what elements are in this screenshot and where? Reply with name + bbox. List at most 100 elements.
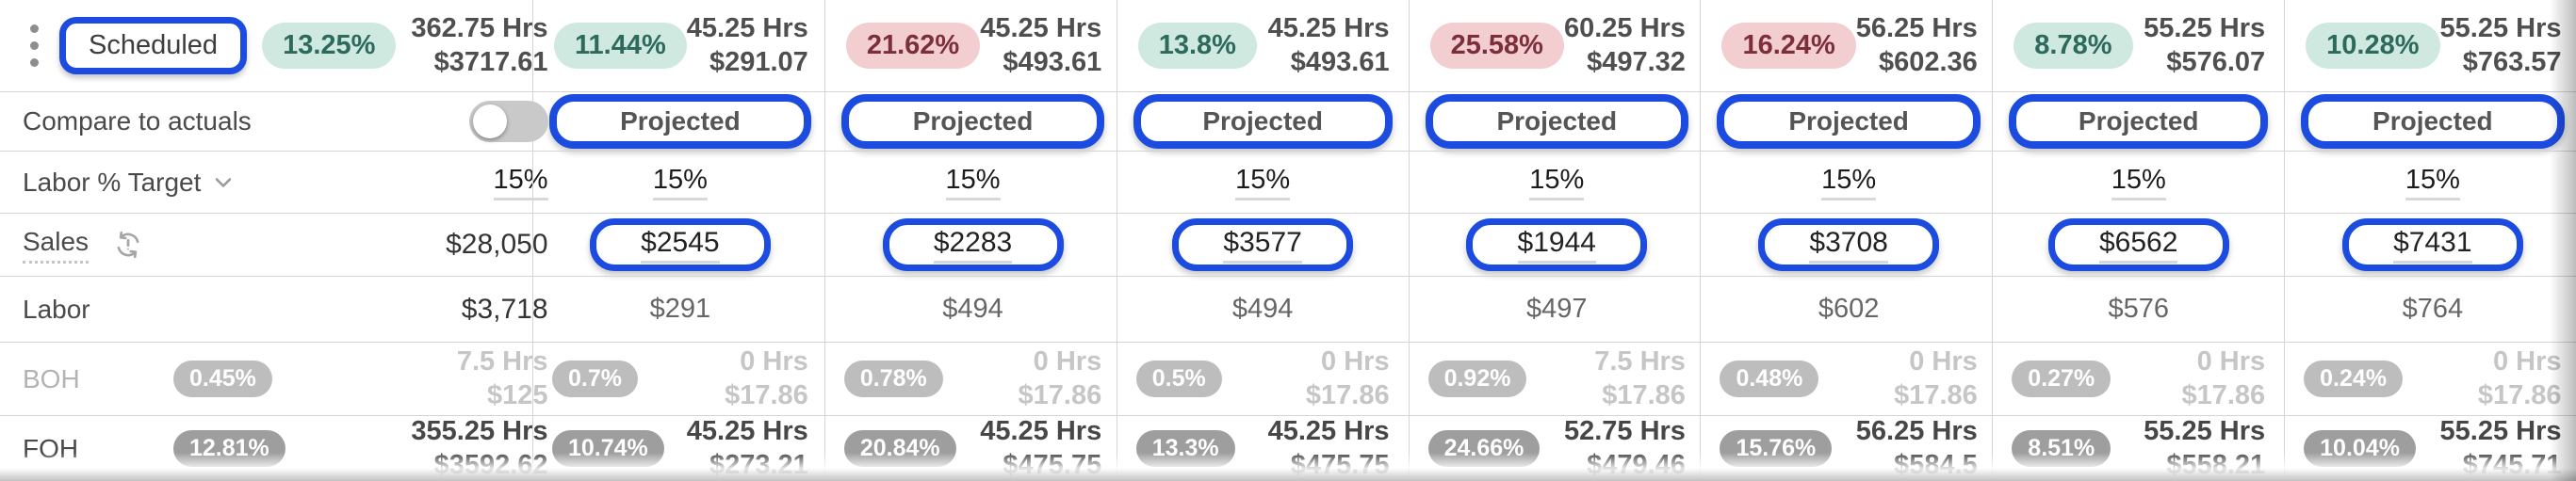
labor-target-value[interactable]: 15%: [945, 165, 1001, 200]
labor-target-cell: Labor % Target 15%: [0, 151, 588, 213]
labor-target-value[interactable]: 15%: [2111, 165, 2166, 200]
boh-percent-badge: 0.78%: [843, 361, 943, 397]
hours-cost: 45.25 Hrs $493.61: [980, 12, 1101, 80]
sales-input[interactable]: $7431: [2341, 218, 2523, 271]
hours-cost: 0 Hrs $17.86: [1019, 345, 1102, 413]
labor-percent-badge: 25.58%: [1429, 23, 1564, 69]
boh-cell: 0.24% 0 Hrs $17.86: [2285, 342, 2576, 415]
foh-cell: 8.51% 55.25 Hrs $558.21: [1993, 415, 2285, 481]
labor-target-value[interactable]: 15%: [1529, 165, 1585, 200]
sales-value: $3577: [1223, 227, 1302, 264]
sales-input[interactable]: $2545: [589, 218, 771, 271]
projected-button[interactable]: Projected: [1425, 94, 1688, 149]
sales-input[interactable]: $3577: [1172, 218, 1354, 271]
labor-summary-value: $3,718: [461, 293, 548, 325]
labor-percent-badge: 8.78%: [2014, 23, 2133, 69]
hours-value: 55.25 Hrs: [2144, 12, 2266, 43]
kebab-menu-icon[interactable]: [24, 21, 44, 71]
day-column: 8.78% 55.25 Hrs $576.07 Projected 15% $6…: [1992, 0, 2285, 481]
labor-percent-badge: 21.62%: [845, 23, 981, 69]
projected-button[interactable]: Projected: [2009, 94, 2269, 149]
day-header-cell: 13.8% 45.25 Hrs $493.61: [1117, 0, 1409, 91]
sales-label: Sales: [23, 227, 90, 264]
projected-button[interactable]: Projected: [2301, 94, 2565, 149]
hours-cost: 45.25 Hrs $493.61: [1268, 12, 1390, 80]
labor-cell: $494: [824, 276, 1121, 342]
hours-cost: 60.25 Hrs $497.32: [1564, 12, 1686, 80]
projected-cell: Projected: [1701, 91, 1997, 151]
labor-percent-badge: 13.8%: [1137, 23, 1257, 69]
cost-value: $576.07: [2166, 46, 2266, 77]
cost-value: $497.32: [1587, 46, 1686, 77]
hours-value: 45.25 Hrs: [686, 415, 808, 446]
cost-value: $3717.61: [433, 46, 548, 77]
toggle-knob: [472, 104, 507, 138]
foh-cell: 24.66% 52.75 Hrs $479.46: [1409, 415, 1704, 481]
hours-cost: 45.25 Hrs $475.75: [980, 415, 1101, 481]
scheduled-chip[interactable]: Scheduled: [59, 17, 248, 74]
sales-cell: $7431: [2285, 213, 2576, 276]
labor-cell: $497: [1409, 276, 1704, 342]
labor-percent-badge: 10.28%: [2306, 23, 2440, 69]
sales-input[interactable]: $3708: [1758, 218, 1940, 271]
labor-cell: $602: [1701, 276, 1997, 342]
labor-target-value[interactable]: 15%: [1821, 165, 1877, 200]
labor-target-value[interactable]: 15%: [2405, 165, 2460, 200]
boh-cell: 0.78% 0 Hrs $17.86: [824, 342, 1121, 415]
sales-input[interactable]: $1944: [1466, 218, 1648, 271]
boh-cell: 0.5% 0 Hrs $17.86: [1117, 342, 1409, 415]
hours-value: 0 Hrs: [1909, 345, 1978, 377]
hours-cost: 55.25 Hrs $558.21: [2144, 415, 2265, 481]
day-column: 11.44% 45.25 Hrs $291.07 Projected 15% $…: [532, 0, 827, 481]
labor-target-value[interactable]: 15%: [1235, 165, 1291, 200]
labor-target-cell: 15%: [824, 151, 1121, 213]
foh-percent-badge: 24.66%: [1427, 430, 1541, 467]
compare-to-actuals-label: Compare to actuals: [23, 106, 252, 136]
day-header-cell: 8.78% 55.25 Hrs $576.07: [1993, 0, 2284, 91]
day-column: 21.62% 45.25 Hrs $493.61 Projected 15% $…: [823, 0, 1121, 481]
foh-cell: 20.84% 45.25 Hrs $475.75: [824, 415, 1121, 481]
boh-cell: 0.48% 0 Hrs $17.86: [1701, 342, 1997, 415]
boh-label: BOH: [23, 363, 80, 393]
sales-cell: $6562: [1993, 213, 2285, 276]
sales-input[interactable]: $2283: [882, 218, 1064, 271]
projected-button[interactable]: Projected: [1133, 94, 1393, 149]
foh-label: FOH: [23, 433, 79, 463]
hours-value: 0 Hrs: [1321, 345, 1390, 377]
boh-percent-badge: 0.24%: [2304, 361, 2404, 397]
cost-value: $17.86: [1305, 379, 1390, 410]
projected-cell: Projected: [1117, 91, 1409, 151]
hours-value: 45.25 Hrs: [1267, 12, 1390, 43]
sales-value: $6562: [2099, 227, 2178, 264]
sync-alert-icon[interactable]: [113, 230, 143, 260]
projected-button[interactable]: Projected: [840, 94, 1105, 149]
projected-cell: Projected: [1993, 91, 2285, 151]
chevron-down-icon[interactable]: [210, 169, 236, 196]
labor-cell: $576: [1993, 276, 2285, 342]
cost-value: $17.86: [725, 379, 808, 410]
projected-cell: Projected: [824, 91, 1121, 151]
hours-value: 45.25 Hrs: [686, 12, 808, 43]
foh-percent-badge: 20.84%: [843, 430, 956, 467]
hours-value: 0 Hrs: [1033, 345, 1102, 377]
compare-to-actuals-toggle[interactable]: [468, 101, 548, 142]
hours-value: 60.25 Hrs: [1563, 12, 1686, 43]
labor-cell: $494: [1117, 276, 1409, 342]
hours-cost: 0 Hrs $17.86: [1306, 345, 1390, 413]
sales-input[interactable]: $6562: [2047, 218, 2229, 271]
cost-value: $125: [487, 379, 548, 410]
labor-row-cell: Labor $3,718: [0, 276, 588, 342]
cost-value: $584.5: [1894, 449, 1978, 480]
labor-target-label: Labor % Target: [23, 167, 202, 197]
sales-value: $7431: [2393, 227, 2472, 264]
labor-cell: $764: [2285, 276, 2576, 342]
labor-target-cell: 15%: [2285, 151, 2576, 213]
labor-target-summary-value[interactable]: 15%: [493, 165, 548, 200]
sales-cell: $3708: [1701, 213, 1997, 276]
hours-value: 55.25 Hrs: [2144, 415, 2266, 446]
projected-button[interactable]: Projected: [549, 94, 811, 149]
hours-value: 56.25 Hrs: [1855, 12, 1978, 43]
compare-to-actuals-cell: Compare to actuals: [0, 91, 588, 151]
labor-target-value[interactable]: 15%: [652, 165, 708, 200]
projected-button[interactable]: Projected: [1717, 94, 1981, 149]
